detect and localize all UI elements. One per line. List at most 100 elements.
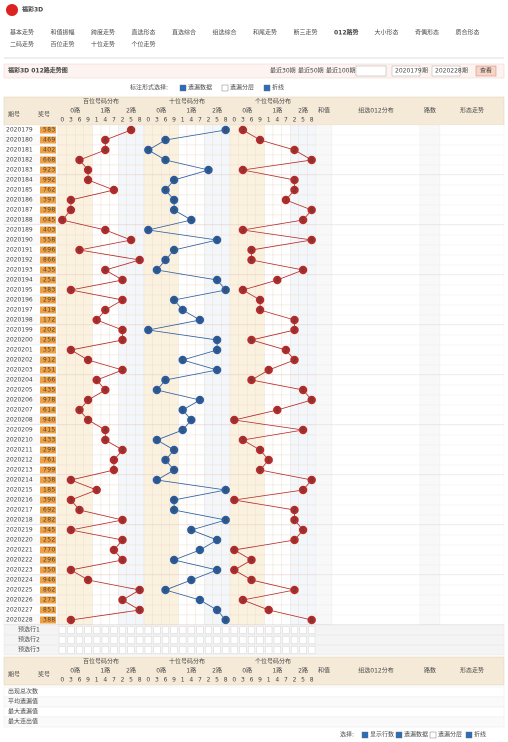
cell <box>229 424 239 436</box>
nav-link[interactable]: 十位走势 <box>91 41 115 49</box>
cell <box>315 184 333 196</box>
cell <box>109 534 119 546</box>
cell <box>238 274 248 286</box>
ball-digit: 3 <box>155 387 159 394</box>
cell <box>66 574 76 586</box>
nav-link[interactable]: 质合形态 <box>456 29 480 37</box>
cell <box>331 184 421 196</box>
digit-ball <box>238 165 248 175</box>
cell <box>264 184 274 196</box>
cell <box>126 354 136 366</box>
cell <box>290 564 300 576</box>
cell <box>83 554 93 566</box>
cell <box>40 616 56 624</box>
cell <box>152 394 162 406</box>
ball-digit: 5 <box>301 267 305 274</box>
draw-digit: 4 <box>43 147 47 154</box>
cell <box>272 334 282 346</box>
cell[interactable] <box>429 731 437 739</box>
draw-digit: 5 <box>51 527 55 534</box>
digit-ball <box>92 375 101 385</box>
cell <box>83 274 93 286</box>
cell <box>246 514 256 526</box>
nav-link[interactable]: 012路势 <box>334 29 359 37</box>
cell <box>281 164 291 176</box>
cell <box>135 454 145 466</box>
nav-link[interactable]: 奇偶形态 <box>415 29 439 37</box>
cell <box>419 464 441 476</box>
cell <box>238 354 248 366</box>
cell <box>331 164 421 176</box>
nav-link[interactable]: 个位走势 <box>132 41 156 49</box>
nav-link[interactable]: 直选综合 <box>172 29 196 37</box>
cell <box>419 534 441 546</box>
range-link[interactable]: 最近50期 <box>298 67 324 75</box>
cell <box>57 234 67 246</box>
cell <box>186 174 196 186</box>
cell[interactable] <box>221 84 229 92</box>
nav-link[interactable]: 大小形态 <box>375 29 399 37</box>
cell <box>126 374 136 386</box>
cell <box>126 204 136 216</box>
cell <box>238 534 248 546</box>
nav-link[interactable]: 直选形态 <box>132 29 156 37</box>
cell[interactable] <box>465 731 473 739</box>
ball-digit: 6 <box>164 157 168 164</box>
cell <box>135 344 145 356</box>
cell <box>431 65 461 77</box>
nav-link[interactable]: 跨度走势 <box>91 29 115 37</box>
cell <box>40 466 56 474</box>
cell[interactable] <box>263 84 271 92</box>
ball-digit: 0 <box>232 547 236 554</box>
nav-link[interactable]: 二码走势 <box>10 41 34 49</box>
cell <box>221 144 231 156</box>
nav-link[interactable]: 百位走势 <box>51 41 75 49</box>
cell <box>246 164 256 176</box>
cell <box>307 544 317 556</box>
nav-link[interactable]: 和尾走势 <box>253 29 277 37</box>
digit-ball <box>144 145 153 155</box>
cell <box>212 504 222 516</box>
ball-digit: 3 <box>69 347 73 354</box>
cell <box>66 434 76 446</box>
ball-digit: 6 <box>250 337 254 344</box>
nav-link[interactable]: 断三走势 <box>294 29 318 37</box>
ball-digit: 5 <box>215 237 219 244</box>
cell <box>221 294 231 306</box>
cell <box>57 294 67 306</box>
nav-link[interactable]: 组选综合 <box>213 29 237 37</box>
cell <box>57 464 67 476</box>
range-link[interactable]: 最近100期 <box>326 67 355 75</box>
cell[interactable] <box>475 65 497 77</box>
nav-link[interactable]: 和值振幅 <box>51 29 75 37</box>
digit-ball <box>109 545 119 555</box>
cell <box>272 224 282 236</box>
cell <box>264 264 274 276</box>
cell <box>143 164 153 176</box>
period: 2020226 <box>6 597 33 604</box>
digit-header: 5 <box>215 677 219 684</box>
cell[interactable] <box>395 731 403 739</box>
cell <box>143 534 153 546</box>
route-header: 1路 <box>186 667 196 675</box>
cell <box>331 454 421 466</box>
cell <box>255 504 265 516</box>
cell <box>169 574 179 586</box>
digit-ball <box>75 245 84 255</box>
draw-digit: 2 <box>51 517 55 524</box>
cell <box>169 184 179 196</box>
cell <box>419 184 441 196</box>
cell <box>100 584 110 596</box>
cell[interactable] <box>361 731 369 739</box>
range-link[interactable]: 最近30期 <box>270 67 296 75</box>
draw-digit: 6 <box>47 587 51 594</box>
cell <box>109 414 119 426</box>
cell <box>66 244 76 256</box>
digit-ball <box>247 245 256 255</box>
cell <box>331 614 421 626</box>
cell <box>110 626 118 634</box>
nav-link[interactable]: 基本走势 <box>10 29 34 37</box>
cell <box>117 504 127 516</box>
cell <box>100 214 110 226</box>
cell[interactable] <box>179 84 187 92</box>
